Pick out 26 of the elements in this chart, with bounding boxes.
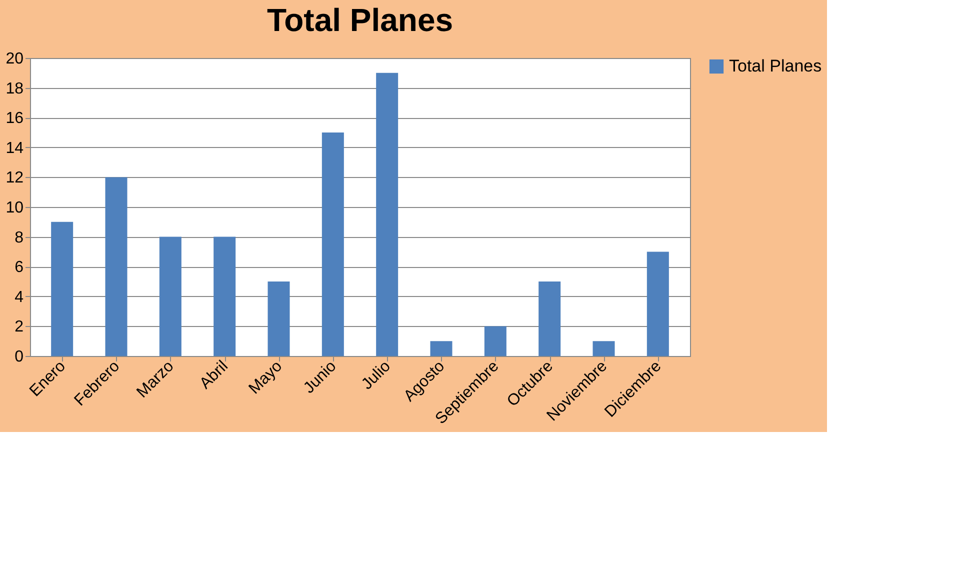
bar — [538, 282, 561, 356]
x-tick-label: Julio — [358, 358, 394, 394]
y-tick-label: 18 — [6, 80, 24, 98]
y-tick-label: 20 — [6, 50, 24, 68]
y-tick-label: 8 — [14, 229, 24, 246]
bar — [484, 326, 506, 356]
y-tick-label: 12 — [6, 170, 24, 187]
bar — [51, 222, 74, 356]
bar — [214, 236, 236, 356]
legend-label: Total Planes — [729, 56, 822, 76]
bar — [592, 341, 615, 356]
bar — [159, 236, 182, 356]
y-tick-label: 6 — [14, 259, 24, 276]
y-tick-label: 16 — [6, 110, 24, 128]
chart-title: Total Planes — [266, 2, 454, 38]
y-tick-label: 10 — [6, 200, 24, 216]
bar — [430, 341, 452, 356]
y-tick-label: 14 — [6, 140, 24, 157]
y-tick-label: 4 — [14, 288, 24, 306]
bar — [376, 72, 398, 356]
y-tick-label: 2 — [14, 318, 24, 336]
bar — [646, 252, 669, 356]
bar — [105, 177, 128, 356]
y-tick-label: 0 — [14, 348, 24, 366]
bar — [268, 282, 290, 356]
bar — [322, 132, 344, 356]
